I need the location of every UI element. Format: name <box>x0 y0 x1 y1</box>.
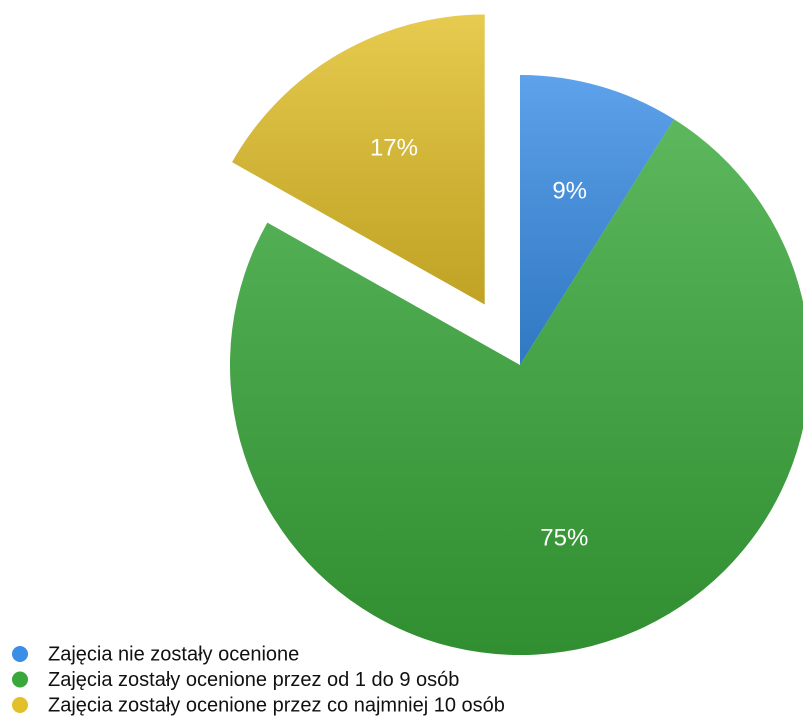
legend-label: Zajęcia nie zostały ocenione <box>48 643 299 665</box>
legend-swatch <box>12 646 28 662</box>
legend-label: Zajęcia zostały ocenione przez co najmni… <box>48 694 505 716</box>
slice-label: 9% <box>552 178 587 205</box>
legend-swatch <box>12 697 28 713</box>
legend-label: Zajęcia zostały ocenione przez od 1 do 9… <box>48 669 459 691</box>
legend-swatch <box>12 671 28 688</box>
slice-label: 17% <box>370 135 418 162</box>
slice-shade <box>520 75 675 365</box>
slice-shade <box>230 119 803 655</box>
slice-shade <box>232 14 485 305</box>
slice-label: 75% <box>540 525 588 552</box>
